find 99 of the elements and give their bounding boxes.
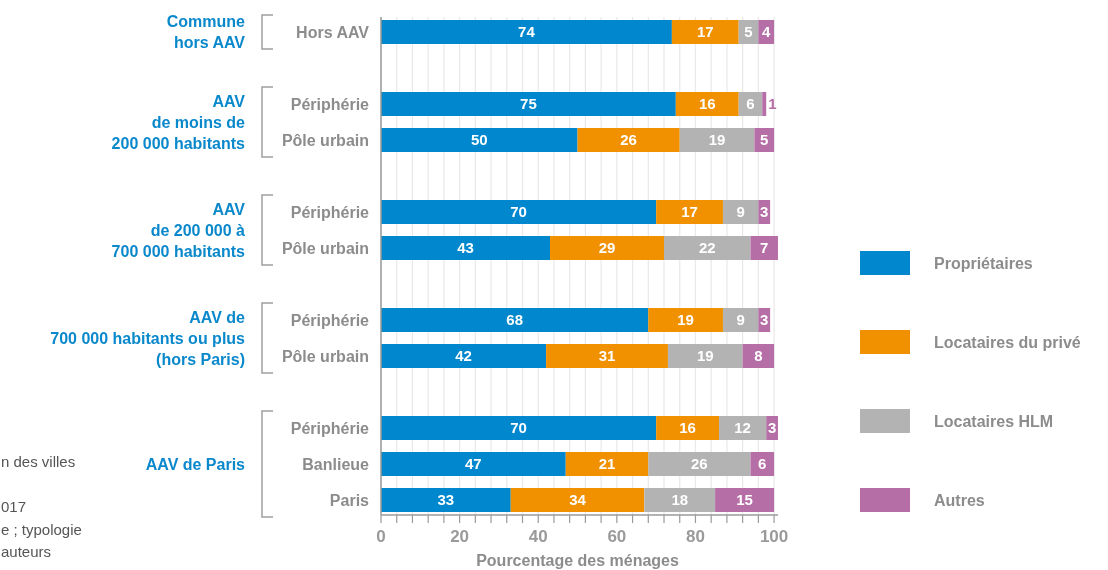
bar — [648, 308, 723, 332]
bar — [381, 488, 511, 512]
y-tick-label: Périphérie — [290, 311, 370, 329]
bar — [381, 200, 657, 224]
bar — [664, 236, 751, 260]
data-label: 19 — [696, 347, 714, 365]
x-tick-label: 60 — [607, 527, 627, 546]
data-label: 26 — [620, 131, 637, 149]
bar — [656, 416, 720, 440]
data-label: 5 — [744, 23, 753, 41]
data-label: 42 — [455, 347, 472, 365]
bar — [750, 236, 778, 260]
data-label: 3 — [767, 419, 777, 437]
x-tick-label: 40 — [528, 527, 548, 546]
bar — [381, 452, 566, 476]
bar — [381, 128, 578, 152]
y-tick-label: Périphérie — [290, 95, 370, 113]
legend-label: Propriétaires — [934, 254, 1033, 272]
bar — [679, 128, 755, 152]
data-label: 12 — [734, 419, 751, 437]
data-label: 9 — [736, 311, 745, 329]
y-tick-label: Pôle urbain — [281, 347, 369, 365]
data-label: 1 — [768, 95, 777, 113]
bar — [656, 200, 723, 224]
y-tick-label: Périphérie — [290, 419, 370, 437]
bar — [715, 488, 775, 512]
x-tick-label: 80 — [685, 527, 705, 546]
data-label: 70 — [510, 203, 527, 221]
bar — [381, 236, 551, 260]
data-label: 22 — [698, 239, 716, 257]
bar — [644, 488, 716, 512]
data-label: 26 — [691, 455, 708, 473]
data-label: 50 — [470, 131, 488, 149]
data-label: 29 — [598, 239, 616, 257]
data-label: 5 — [760, 131, 769, 149]
data-label: 6 — [746, 95, 755, 113]
bar — [381, 20, 672, 44]
data-label: 18 — [671, 491, 689, 509]
data-label: 33 — [437, 491, 455, 509]
bar — [546, 344, 668, 368]
data-label: 3 — [760, 311, 769, 329]
legend-label: Locataires HLM — [934, 412, 1054, 430]
y-tick-label: Hors AAV — [296, 23, 370, 41]
data-label: 43 — [457, 239, 474, 257]
bar — [381, 308, 649, 332]
x-tick-label: 0 — [376, 527, 386, 546]
bar — [381, 344, 547, 368]
y-tick-label: Périphérie — [290, 203, 370, 221]
bar — [550, 236, 665, 260]
bar — [510, 488, 645, 512]
text: Commune hors AAV — [166, 13, 246, 52]
data-label: 21 — [598, 455, 616, 473]
data-label: 17 — [696, 23, 714, 41]
data-label: 9 — [736, 203, 745, 221]
x-tick-label: 20 — [450, 527, 470, 546]
bar — [671, 20, 739, 44]
x-axis-title: Pourcentage des ménages — [476, 552, 679, 569]
bar — [648, 452, 751, 476]
data-label: 4 — [762, 23, 772, 41]
data-label: 8 — [754, 347, 763, 365]
data-label: 19 — [677, 311, 694, 329]
data-label: 17 — [681, 203, 698, 221]
data-label: 75 — [520, 95, 537, 113]
bar — [381, 92, 676, 116]
data-label: 31 — [598, 347, 616, 365]
data-label: 47 — [465, 455, 482, 473]
y-tick-label: Pôle urbain — [281, 131, 369, 149]
legend-label: Locataires du privé — [934, 333, 1081, 351]
text: AAV de 700 000 habitants ou plus (hors Paris) — [50, 308, 246, 368]
text: AAV de Paris — [145, 455, 246, 473]
bar — [750, 452, 775, 476]
data-label: 16 — [698, 95, 716, 113]
text: AAV de moins de 200 000 habitants — [111, 92, 246, 152]
data-label: 16 — [679, 419, 696, 437]
data-label: 34 — [569, 491, 587, 509]
bar — [577, 128, 680, 152]
bar — [381, 416, 657, 440]
text: AAV de 200 000 à 700 000 habitants — [111, 200, 246, 260]
x-tick-label: 100 — [759, 527, 789, 546]
bar — [722, 308, 759, 332]
text: n des villes 017 e ; typologie auteurs — [1, 453, 82, 561]
data-label: 3 — [760, 203, 769, 221]
data-label: 68 — [506, 311, 523, 329]
y-tick-label: Pôle urbain — [281, 239, 369, 257]
bar — [719, 416, 767, 440]
bar — [722, 200, 759, 224]
data-label: 6 — [758, 455, 767, 473]
bar — [667, 344, 743, 368]
data-label: 15 — [736, 491, 753, 509]
data-label: 70 — [510, 419, 527, 437]
y-tick-label: Paris — [329, 491, 370, 509]
data-label: 19 — [708, 131, 726, 149]
bar — [675, 92, 739, 116]
bar — [565, 452, 649, 476]
y-tick-label: Banlieue — [302, 455, 370, 473]
legend-label: Autres — [934, 491, 985, 509]
bar — [762, 92, 767, 116]
data-label: 74 — [518, 23, 536, 41]
data-label: 7 — [760, 239, 769, 257]
